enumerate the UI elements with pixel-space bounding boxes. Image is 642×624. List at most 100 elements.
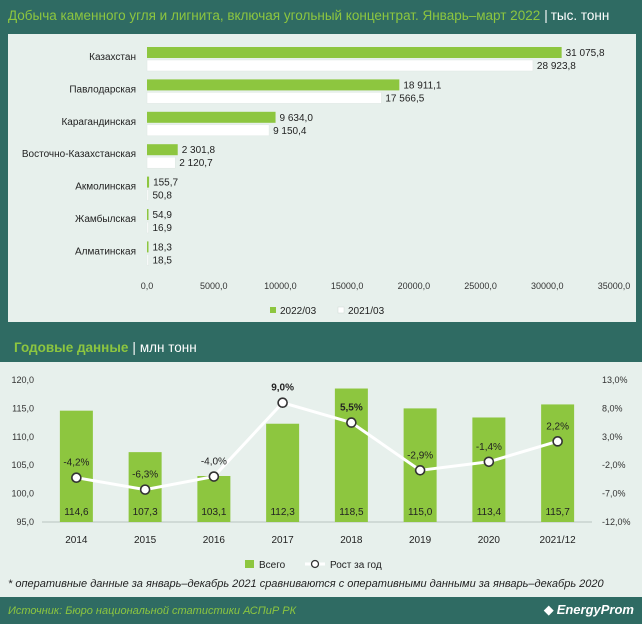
chart1-title-text: Добыча каменного угля и лигнита, включая… — [8, 8, 541, 23]
legend-swatch-total — [245, 560, 254, 568]
value-label-2022: 31 075,8 — [566, 48, 605, 59]
bar-total — [472, 417, 506, 522]
regional-bar-chart: 0,0 5000,0 10000,0 15000,0 20000,0 25000,0 300… — [22, 47, 631, 317]
y-right-tick-label: -12,0% — [602, 517, 631, 527]
growth-point — [208, 471, 220, 482]
bar-value-label: 118,5 — [339, 507, 364, 518]
x-tick-label: 0,0 — [141, 281, 154, 291]
growth-label: -6,3% — [132, 470, 158, 481]
x-tick-label: 2016 — [203, 535, 226, 546]
value-label-2022: 18,3 — [153, 242, 173, 253]
brand-logo: ◆ EnergyProm — [544, 602, 634, 618]
bar-2022 — [147, 47, 562, 58]
bar-value-label: 107,3 — [133, 507, 158, 518]
bar-2022 — [147, 79, 400, 91]
category-label: Карагандинская — [61, 117, 136, 128]
bar-value-label: 112,3 — [270, 507, 295, 518]
x-tick-label: 2014 — [65, 535, 88, 546]
legend-label-2022: 2022/03 — [280, 306, 317, 317]
growth-point — [139, 484, 151, 495]
x-tick-label: 10000,0 — [264, 281, 297, 291]
y-left-tick-label: 120,0 — [11, 375, 34, 385]
value-label-2022: 155,7 — [153, 178, 178, 189]
x-tick-label: 35000,0 — [598, 281, 631, 291]
x-tick-label: 20000,0 — [398, 281, 431, 291]
bar-2021 — [146, 189, 149, 201]
bar-value-label: 103,1 — [201, 507, 226, 518]
bar-2022 — [147, 176, 150, 188]
growth-point — [346, 417, 357, 428]
x-tick-label: 5000,0 — [200, 281, 228, 291]
bar-total — [59, 410, 93, 522]
bar-2022 — [147, 144, 178, 156]
x-tick-label: 2020 — [478, 535, 501, 546]
y-left-tick-label: 100,0 — [11, 489, 34, 499]
category-label: Алматинская — [75, 246, 136, 257]
value-label-2021: 16,9 — [153, 223, 173, 234]
y-left-tick-label: 110,0 — [12, 432, 34, 442]
y-right-tick-label: 3,0% — [602, 432, 623, 442]
legend-label-2021: 2021/03 — [348, 306, 385, 317]
bar-2021 — [146, 92, 382, 104]
bar-total — [334, 388, 368, 522]
bar-total — [266, 423, 300, 522]
bar-2021 — [146, 59, 534, 72]
bar-total — [541, 404, 575, 522]
chart2-unit: млн тонн — [139, 340, 197, 355]
x-tick-label: 2019 — [409, 535, 432, 546]
chart1-title: Добыча каменного угля и лигнита, включая… — [8, 8, 638, 28]
x-tick-label: 2021/12 — [540, 535, 577, 546]
growth-point — [71, 472, 82, 483]
growth-point — [483, 456, 495, 468]
section2-band — [0, 332, 642, 362]
category-label: Акмолинская — [75, 182, 136, 193]
value-label-2021: 50,8 — [153, 191, 173, 202]
y-left-tick-label: 95,0 — [16, 517, 34, 527]
value-label-2021: 9 150,4 — [273, 126, 307, 137]
bar-value-label: 113,4 — [477, 507, 502, 518]
chart2-panel: 95,0 100,0 105,0 110,0 115,0 120,0 -12,0% -7,0%… — [0, 362, 642, 624]
x-tick-label: 2017 — [272, 535, 295, 546]
chart2-title: Годовые данные | млн тонн — [14, 340, 197, 355]
y-left-tick-label: 115,0 — [12, 403, 34, 413]
source-note: Источник: Бюро национальной статистики А… — [8, 605, 297, 617]
growth-label: -1,4% — [476, 442, 502, 453]
bar-value-label: 114,6 — [64, 507, 89, 518]
chart1-panel: 0,0 5000,0 10000,0 15000,0 20000,0 25000,0 300… — [8, 34, 636, 322]
legend-swatch-2022 — [270, 307, 276, 313]
logo-text: EnergyProm — [556, 602, 634, 617]
y-left-tick-label: 105,0 — [11, 460, 34, 470]
y-right-tick-label: -2,0% — [602, 460, 626, 470]
growth-label: -4,2% — [63, 458, 89, 469]
bar-2021 — [146, 221, 149, 234]
y-right-tick-label: 8,0% — [602, 403, 623, 413]
bar-2022 — [147, 209, 149, 220]
category-label: Казахстан — [89, 52, 136, 63]
logo-icon: ◆ — [543, 602, 554, 617]
legend-label-total: Всего — [259, 560, 286, 571]
legend-label-growth: Рост за год — [330, 560, 382, 571]
y-right-tick-label: -7,0% — [602, 489, 626, 499]
chart1-unit: тыс. тонн — [550, 8, 610, 23]
value-label-2022: 18 911,1 — [403, 80, 442, 91]
growth-line — [76, 401, 559, 492]
growth-point — [277, 397, 288, 409]
growth-point — [414, 465, 426, 476]
bar-value-label: 115,0 — [408, 507, 433, 518]
growth-point — [552, 436, 563, 447]
title-separator: | — [544, 8, 548, 23]
footer-band — [0, 597, 642, 624]
legend-marker-growth — [310, 559, 320, 569]
growth-label: -2,9% — [407, 450, 433, 461]
value-label-2021: 28 923,8 — [537, 61, 576, 72]
growth-label: -4,0% — [201, 457, 227, 468]
bar-2021 — [146, 254, 149, 266]
value-label-2022: 2 301,8 — [182, 145, 216, 156]
bar-2022 — [147, 241, 149, 253]
bar-total — [197, 475, 231, 522]
bar-2021 — [146, 124, 270, 137]
footnote: * оперативные данные за январь–декабрь 2… — [8, 578, 604, 590]
growth-label: 9,0% — [271, 383, 294, 394]
chart2-title-text: Годовые данные — [14, 340, 129, 355]
bar-2022 — [147, 111, 276, 123]
